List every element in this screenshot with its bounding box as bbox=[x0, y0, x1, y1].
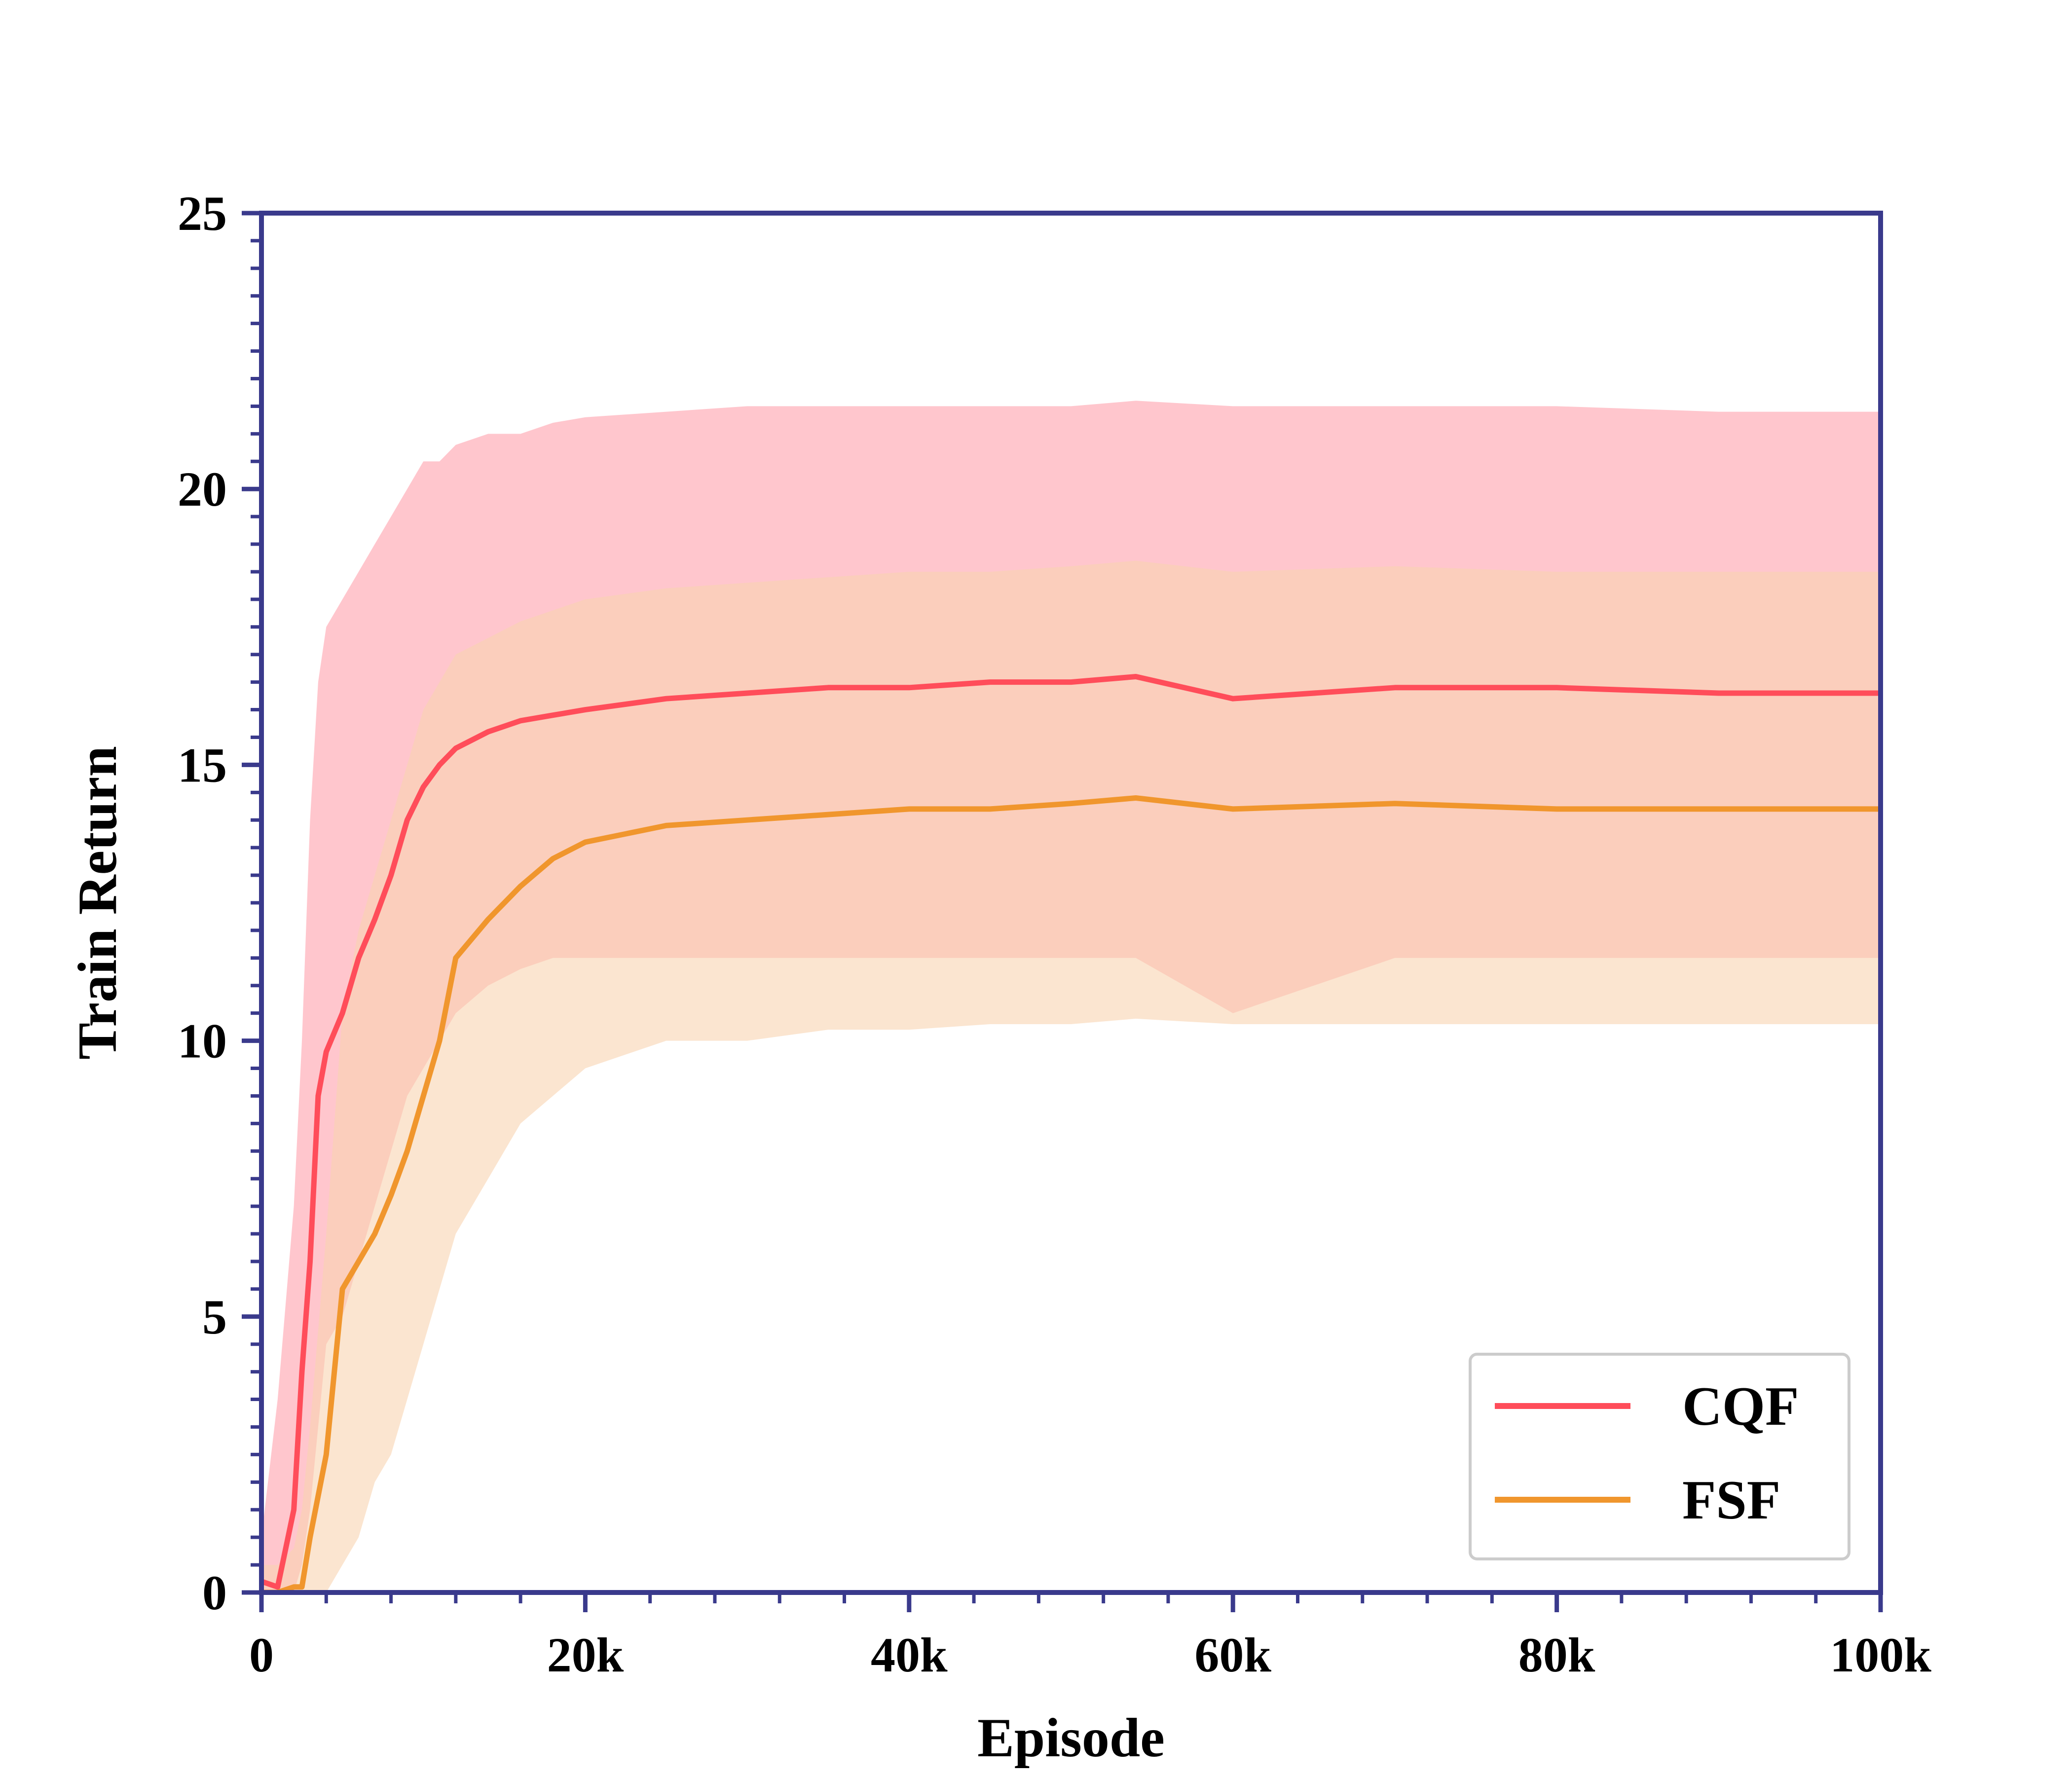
tick-labels: 0 5 10 15 20 25 0 20k 40k 60k 80k 100k bbox=[178, 186, 1931, 1682]
plot-frame bbox=[259, 211, 1883, 1595]
legend: CQF FSF bbox=[1469, 1353, 1850, 1560]
y-tick-label: 20 bbox=[178, 462, 227, 517]
x-tick-label: 0 bbox=[249, 1628, 274, 1682]
y-tick-label: 15 bbox=[178, 738, 227, 792]
y-tick-label: 0 bbox=[202, 1565, 227, 1620]
band-fsf bbox=[261, 560, 1881, 1592]
mean-lines bbox=[261, 674, 1881, 1592]
x-tick-label: 60k bbox=[1194, 1628, 1271, 1682]
legend-label-cqf: CQF bbox=[1682, 1376, 1799, 1437]
series-line-cqf bbox=[261, 674, 1881, 1590]
y-tick-label: 5 bbox=[202, 1290, 227, 1344]
x-tick-label: 100k bbox=[1830, 1628, 1931, 1682]
legend-label-fsf: FSF bbox=[1682, 1470, 1780, 1531]
x-tick-label: 40k bbox=[871, 1628, 948, 1682]
series-line-fsf bbox=[261, 795, 1881, 1592]
y-axis-title: Train Return bbox=[67, 746, 128, 1060]
x-axis-title: Episode bbox=[977, 1707, 1165, 1769]
y-tick-label: 10 bbox=[178, 1014, 227, 1069]
y-tick-label: 25 bbox=[178, 186, 227, 241]
x-tick-label: 20k bbox=[547, 1628, 624, 1682]
x-tick-label: 80k bbox=[1518, 1628, 1595, 1682]
